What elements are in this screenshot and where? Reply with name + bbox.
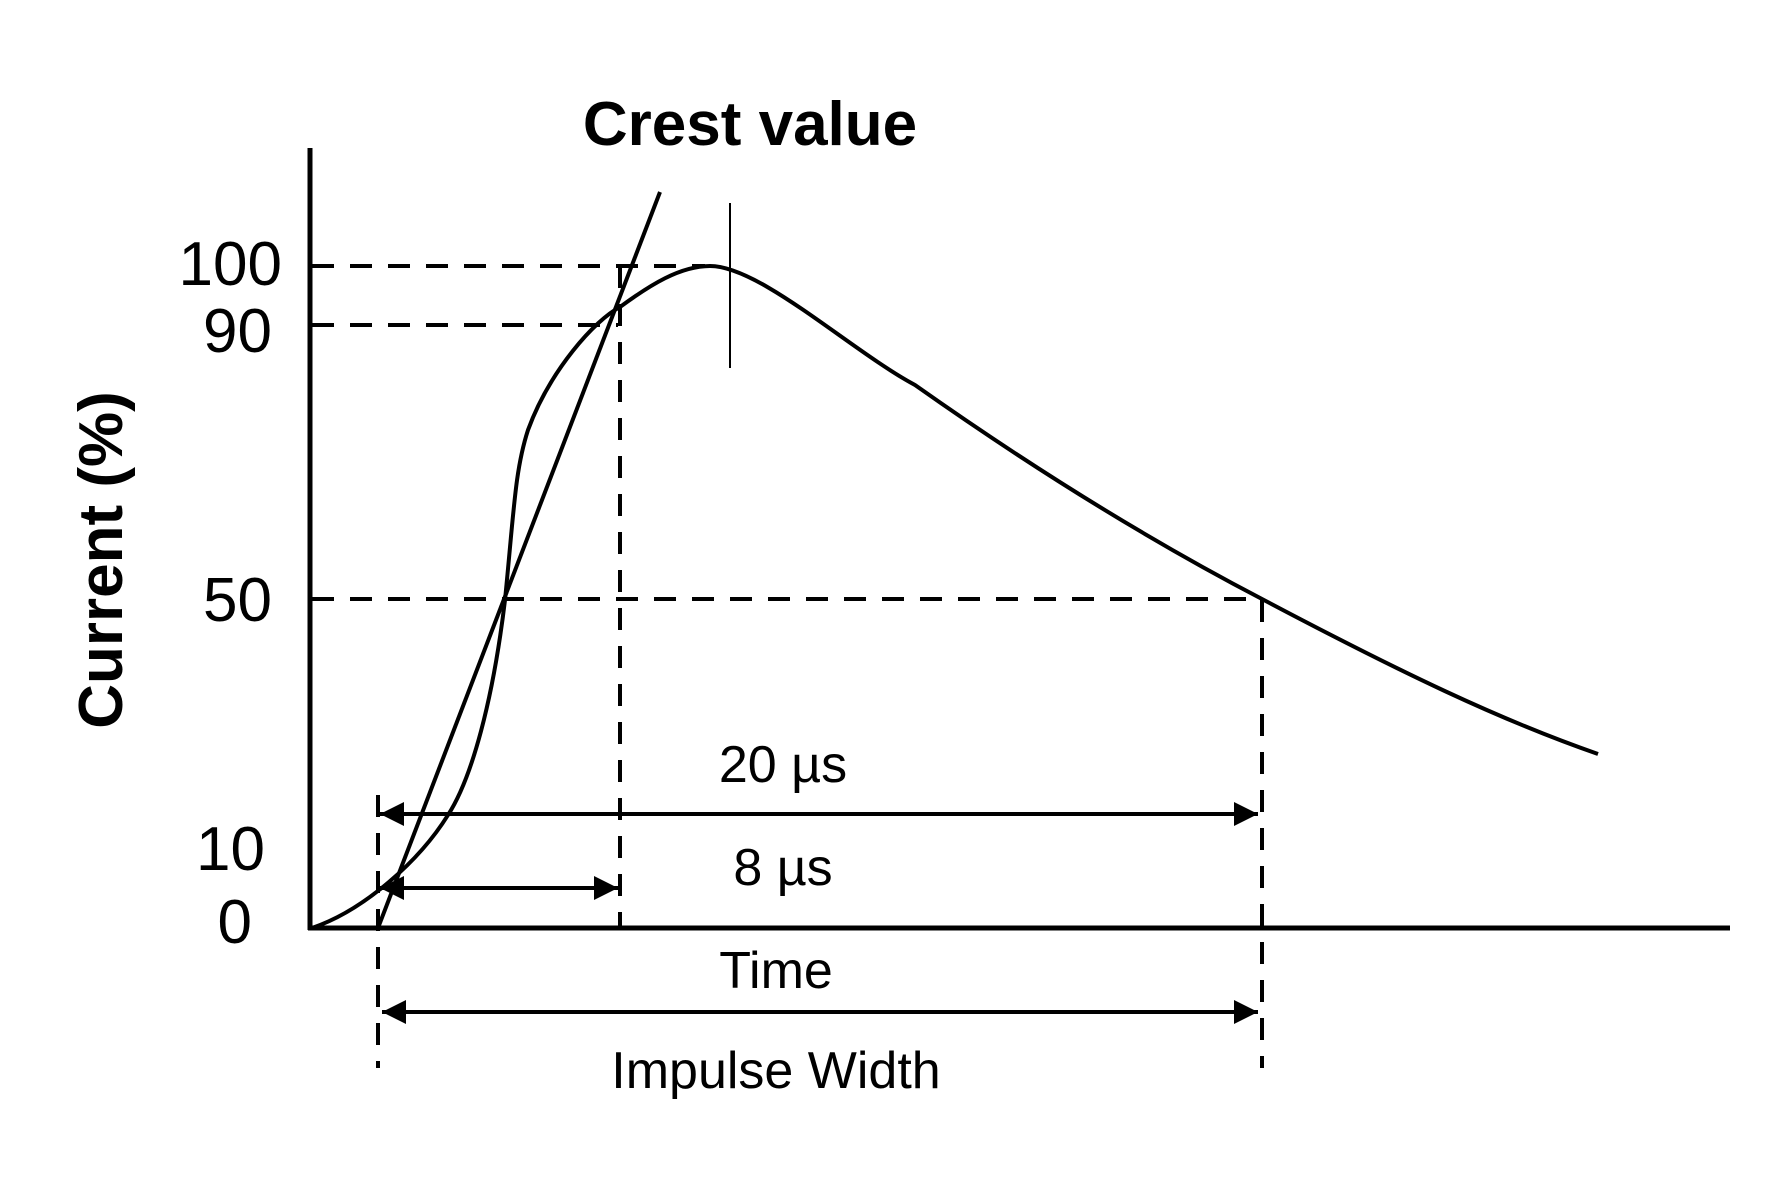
y-tick-50: 50	[203, 566, 272, 635]
impulse-width-label: Impulse Width	[611, 1042, 940, 1100]
y-tick-10: 10	[196, 815, 265, 884]
y-axis-label: Current (%)	[67, 391, 136, 729]
diagram-title: Crest value	[583, 90, 917, 159]
y-tick-100: 100	[179, 230, 282, 299]
front-time-label: 8 µs	[733, 839, 832, 897]
half-value-time-label: 20 µs	[719, 736, 847, 794]
y-tick-0: 0	[218, 888, 252, 957]
y-tick-90: 90	[203, 297, 272, 366]
front-tangent-line	[376, 191, 662, 929]
impulse-waveform-curve	[311, 263, 1599, 930]
x-axis-label: Time	[719, 942, 833, 1000]
